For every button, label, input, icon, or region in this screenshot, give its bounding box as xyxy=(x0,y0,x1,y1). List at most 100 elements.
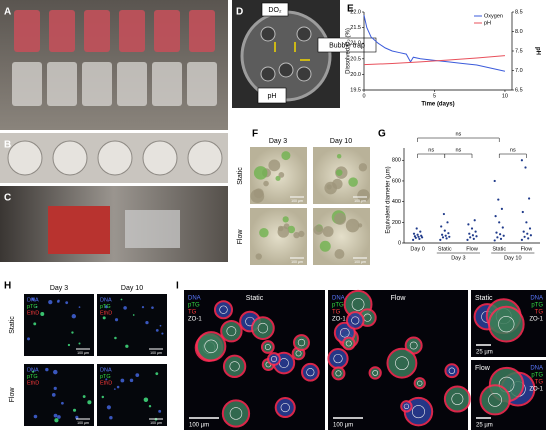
nucleus xyxy=(101,395,105,399)
nucleus xyxy=(78,306,81,308)
point xyxy=(439,238,442,241)
nucleus xyxy=(53,386,57,390)
bottle xyxy=(84,10,110,52)
y-tick-label: 400 xyxy=(392,199,401,205)
legend-label: pH xyxy=(484,20,491,26)
nucleus xyxy=(161,332,164,335)
nucleus xyxy=(65,301,69,305)
organoid xyxy=(278,172,285,178)
y2-tick-label: 8.5 xyxy=(515,9,523,15)
follicle xyxy=(222,354,247,378)
nucleus xyxy=(148,405,152,408)
chamber xyxy=(12,62,42,106)
stain-label: EthD xyxy=(100,380,112,386)
point xyxy=(466,238,469,241)
bracket xyxy=(417,137,500,142)
stain-label: ZO-1 xyxy=(188,317,202,323)
point xyxy=(445,237,448,240)
point xyxy=(527,237,530,240)
lumen xyxy=(226,326,237,337)
point xyxy=(441,236,445,239)
stain-label: ZO-1 xyxy=(529,317,543,323)
nucleus xyxy=(53,369,58,375)
point xyxy=(493,179,496,183)
bottle xyxy=(14,10,40,52)
x-tick-label: Static xyxy=(438,246,452,252)
follicle xyxy=(327,347,349,370)
row-header: Static xyxy=(9,316,16,334)
point xyxy=(441,233,444,236)
stain-label: DNA xyxy=(530,366,543,372)
x-tick-label: Day 0 xyxy=(410,246,424,252)
point xyxy=(498,221,501,224)
follicle xyxy=(293,334,310,352)
stain-label: pTG xyxy=(188,303,200,309)
point xyxy=(412,238,415,241)
column-header: Day 10 xyxy=(121,285,143,292)
nucleus xyxy=(35,306,38,308)
follicle xyxy=(195,331,227,362)
scale-label: 100 µm xyxy=(77,351,89,355)
y-tick-label: 800 xyxy=(392,158,401,164)
organoid xyxy=(335,169,343,176)
point xyxy=(416,233,419,236)
d-label: pH xyxy=(268,93,277,100)
point xyxy=(440,225,443,228)
lumen xyxy=(411,405,425,419)
organoid xyxy=(281,151,291,161)
follicle xyxy=(443,385,471,413)
follicle xyxy=(260,340,275,354)
nucleus xyxy=(61,401,64,405)
row-header: Flow xyxy=(9,387,16,403)
stain-label: TG xyxy=(188,310,197,316)
nucleus xyxy=(123,306,127,310)
y-axis-label: Equivalent diameter (µm) xyxy=(386,166,392,233)
organoid xyxy=(358,223,363,228)
nucleus xyxy=(78,342,81,345)
lumen xyxy=(409,341,418,350)
follicle xyxy=(487,305,525,343)
bracket xyxy=(498,153,527,158)
lumen xyxy=(295,350,302,357)
lumen xyxy=(280,402,290,413)
lumen xyxy=(488,392,502,407)
line-series xyxy=(363,55,505,66)
follicle xyxy=(220,319,243,343)
lumen xyxy=(351,297,365,311)
lumen xyxy=(351,316,360,325)
nucleus xyxy=(132,314,135,316)
nucleus xyxy=(72,408,77,412)
legend-label: Oxygen xyxy=(484,13,503,19)
point xyxy=(522,230,525,233)
organoid xyxy=(275,175,281,181)
nucleus xyxy=(102,316,106,320)
image-title: Static xyxy=(475,295,493,302)
point xyxy=(413,235,416,238)
organoid xyxy=(268,159,281,172)
scale-label: 100 µm xyxy=(150,421,162,425)
point xyxy=(497,198,500,201)
point xyxy=(412,232,416,235)
lumen xyxy=(229,407,243,420)
point xyxy=(418,237,421,240)
nucleus xyxy=(67,343,71,347)
bracket xyxy=(417,153,446,158)
point xyxy=(495,231,498,234)
panel-label: D xyxy=(236,7,243,18)
point xyxy=(475,235,478,238)
nucleus xyxy=(114,336,117,340)
x-tick-label: Flow xyxy=(466,246,478,252)
stain-label: ZO-1 xyxy=(332,317,346,323)
organoid xyxy=(277,226,290,238)
lumen xyxy=(395,356,409,370)
image-title: Flow xyxy=(475,365,491,372)
lumen xyxy=(297,338,306,347)
panel-label: B xyxy=(4,140,11,151)
well xyxy=(97,140,133,176)
box xyxy=(261,2,289,17)
nucleus xyxy=(33,322,37,326)
point xyxy=(474,230,477,233)
box xyxy=(317,37,377,53)
follicle xyxy=(400,400,413,413)
chamber xyxy=(187,62,217,106)
